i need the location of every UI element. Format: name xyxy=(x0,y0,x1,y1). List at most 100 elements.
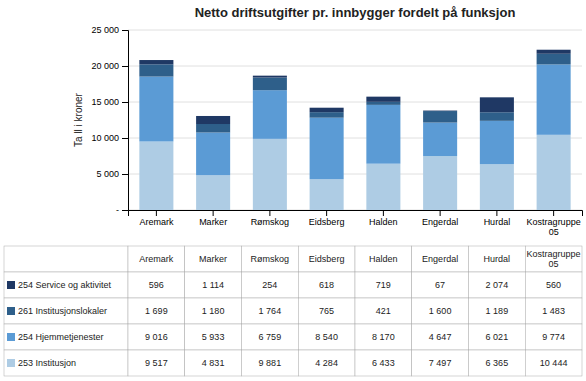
table-value: 2 074 xyxy=(486,280,509,290)
tick-label: 10 000 xyxy=(91,133,119,143)
tick: Aremark xyxy=(139,210,174,227)
tick-label: Rømskog xyxy=(251,217,290,227)
table-cell xyxy=(4,298,128,324)
bar xyxy=(310,118,344,179)
table-cell xyxy=(185,350,242,376)
table-value: 1 600 xyxy=(429,306,452,316)
tick-mark xyxy=(496,210,497,216)
bar xyxy=(366,102,400,105)
table-cell xyxy=(355,350,412,376)
table-value: 4 284 xyxy=(315,358,338,368)
table-value: 8 170 xyxy=(372,332,395,342)
tick-mark xyxy=(122,30,128,31)
bar xyxy=(537,50,571,54)
x-axis: AremarkMarkerRømskogEidsbergHaldenEngerd… xyxy=(129,210,583,237)
table-value: 9 016 xyxy=(145,332,168,342)
table-cell xyxy=(412,246,469,272)
legend-swatch xyxy=(7,281,15,289)
tick-mark xyxy=(269,210,270,216)
tick-label: Hurdal xyxy=(484,217,511,227)
tick-mark xyxy=(156,210,157,216)
table-header: Aremark xyxy=(139,254,174,264)
tick-mark xyxy=(213,210,214,216)
legend-entry: 254 Service og aktivitet xyxy=(18,280,112,290)
table-cell xyxy=(412,350,469,376)
table-value: 1 114 xyxy=(202,280,224,290)
bar xyxy=(537,64,571,134)
table-value: 10 444 xyxy=(540,358,568,368)
bar xyxy=(366,105,400,164)
table-value: 1 699 xyxy=(145,306,168,316)
bar xyxy=(480,121,514,164)
table-value: 596 xyxy=(149,280,164,290)
table-value: 4 831 xyxy=(202,358,225,368)
grid-line xyxy=(128,66,582,67)
tick: Eidsberg xyxy=(309,210,345,227)
table-cell xyxy=(128,298,185,324)
tick-mark xyxy=(383,210,384,216)
table-cell xyxy=(355,246,412,272)
axis-line xyxy=(129,211,583,217)
table-value: 8 540 xyxy=(315,332,338,342)
tick: Kostragruppe05 xyxy=(527,210,581,237)
table-cell xyxy=(242,298,299,324)
bar xyxy=(310,108,344,112)
table-cell xyxy=(525,272,582,298)
tick: Rømskog xyxy=(251,210,290,227)
table-value: 4 647 xyxy=(429,332,452,342)
bar xyxy=(423,156,457,210)
table-cell xyxy=(525,298,582,324)
bar xyxy=(423,123,457,156)
table-header: Kostragruppe05 xyxy=(527,249,581,269)
tick: Engerdal xyxy=(422,210,458,227)
tick-mark xyxy=(122,210,128,211)
title: Netto driftsutgifter pr. innbygger forde… xyxy=(195,5,516,20)
table-cell xyxy=(298,350,355,376)
bar xyxy=(480,112,514,121)
legend-entry: 254 Hjemmetjenester xyxy=(18,332,104,342)
table-header: Engerdal xyxy=(422,254,458,264)
tick-label: Engerdal xyxy=(422,217,458,227)
bar xyxy=(196,124,230,132)
table-cell xyxy=(412,298,469,324)
table-cell xyxy=(242,246,299,272)
bar xyxy=(480,164,514,210)
tick: 10 000 xyxy=(91,133,128,143)
tick-mark xyxy=(553,210,554,216)
table: AremarkMarkerRømskogEidsbergHaldenEngerd… xyxy=(4,246,582,376)
axis-line xyxy=(122,31,129,211)
legend-entry: 261 Institusjonslokaler xyxy=(18,306,107,316)
table-value: 67 xyxy=(435,280,445,290)
table-cell xyxy=(242,350,299,376)
table-cell xyxy=(355,324,412,350)
table-cell xyxy=(298,246,355,272)
table-value: 6 365 xyxy=(486,358,509,368)
bar xyxy=(366,97,400,102)
table-cell xyxy=(469,350,526,376)
table-cell xyxy=(128,350,185,376)
tick-label: Halden xyxy=(369,217,398,227)
table-cell xyxy=(185,272,242,298)
bars xyxy=(139,50,570,210)
table-cell xyxy=(242,272,299,298)
bar xyxy=(423,111,457,123)
tick-label: 20 000 xyxy=(91,61,119,71)
table-cell xyxy=(355,298,412,324)
table-value: 421 xyxy=(376,306,391,316)
table-header: Rømskog xyxy=(251,254,290,264)
table-value: 560 xyxy=(546,280,561,290)
tick: - xyxy=(116,205,128,215)
table-cell xyxy=(185,246,242,272)
bar-series xyxy=(139,50,570,124)
bar xyxy=(537,54,571,65)
bar xyxy=(310,179,344,210)
chart: Netto driftsutgifter pr. innbygger forde… xyxy=(0,0,586,381)
bar xyxy=(253,139,287,210)
table-value: 5 933 xyxy=(202,332,225,342)
table-cell xyxy=(298,298,355,324)
grid xyxy=(128,30,582,210)
table-cell xyxy=(242,324,299,350)
tick-label: Kostragruppe05 xyxy=(527,217,581,237)
bar xyxy=(139,60,173,64)
tick: 15 000 xyxy=(91,97,128,107)
